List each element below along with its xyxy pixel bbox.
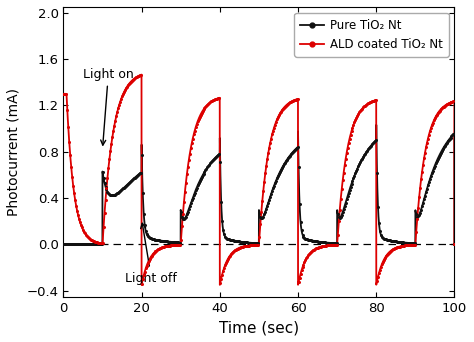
Legend: Pure TiO₂ Nt, ALD coated TiO₂ Nt: Pure TiO₂ Nt, ALD coated TiO₂ Nt [294, 13, 448, 56]
X-axis label: Time (sec): Time (sec) [219, 320, 299, 335]
Y-axis label: Photocurrent (mA): Photocurrent (mA) [7, 88, 21, 216]
Text: Light on: Light on [83, 68, 134, 145]
Text: Light off: Light off [126, 223, 177, 285]
